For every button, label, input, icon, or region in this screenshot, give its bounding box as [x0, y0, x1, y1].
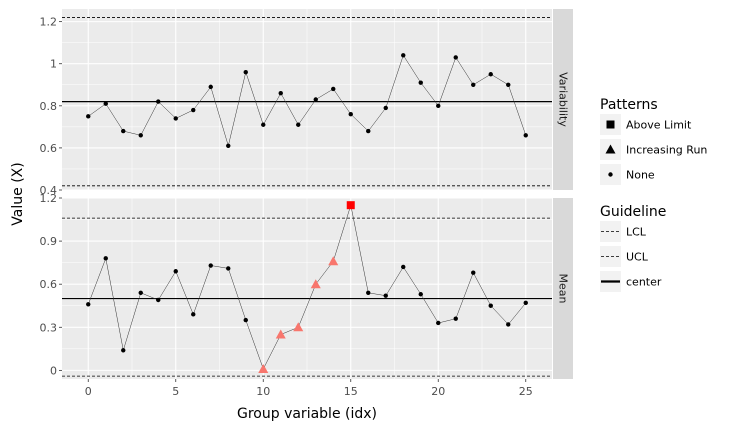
x-tick-label: 5 [172, 385, 179, 398]
data-point [138, 290, 143, 296]
data-point [156, 99, 161, 104]
data-point-increasing-run [328, 256, 339, 266]
y-axis-title: Value (X) [10, 162, 26, 225]
data-point [156, 297, 161, 303]
data-point [261, 122, 266, 127]
data-point [488, 303, 493, 308]
data-point [471, 82, 476, 87]
legend-label-guideline: UCL [626, 251, 649, 264]
data-point [436, 103, 441, 109]
y-tick-label: 0.4 [40, 184, 58, 197]
x-tick-label: 15 [344, 385, 358, 398]
x-axis-title: Group variable (idx) [237, 406, 377, 422]
x-tick-label: 20 [431, 385, 445, 398]
data-point [383, 293, 388, 298]
data-point-above-limit [346, 201, 355, 210]
series-line [88, 205, 526, 370]
y-tick-label: 0.9 [40, 235, 58, 248]
facet-strip-label: Mean [557, 274, 570, 304]
x-tick-label: 25 [519, 385, 533, 398]
data-point-increasing-run [258, 363, 269, 373]
legend-square-icon [606, 120, 615, 129]
legend-title-patterns: Patterns [600, 97, 658, 113]
data-point [226, 143, 231, 149]
facet-strip [553, 198, 573, 379]
y-tick-label: 0.3 [40, 321, 58, 334]
data-point [436, 320, 441, 326]
data-point [488, 72, 493, 77]
legend-triangle-icon [605, 144, 616, 154]
data-point [331, 86, 336, 92]
legend-label-pattern: None [626, 169, 655, 182]
data-point [296, 122, 301, 127]
legend-dot-icon [608, 172, 613, 177]
y-tick-label: 0 [50, 364, 57, 377]
data-point [401, 53, 406, 58]
data-point [453, 316, 458, 321]
data-point [278, 90, 283, 96]
data-point [103, 101, 108, 106]
data-point [471, 270, 476, 275]
data-point [523, 300, 528, 306]
data-point [191, 312, 196, 317]
data-point [366, 290, 371, 296]
data-point [191, 107, 196, 113]
data-point [523, 133, 528, 138]
data-point [103, 256, 108, 261]
data-point [418, 80, 423, 85]
legend-label-pattern: Increasing Run [626, 144, 707, 157]
data-point [208, 84, 213, 90]
y-tick-label: 0.8 [40, 100, 58, 113]
data-point-increasing-run [293, 322, 304, 332]
y-tick-label: 0.6 [40, 142, 58, 155]
data-point [173, 269, 178, 274]
data-point [226, 266, 231, 271]
x-tick-label: 0 [85, 385, 92, 398]
legend-key [600, 221, 621, 242]
y-tick-label: 1 [50, 58, 57, 71]
data-point [506, 322, 511, 327]
legend-title-guideline: Guideline [600, 204, 666, 220]
series-line [88, 54, 527, 147]
data-point [121, 348, 126, 353]
facet-strip-label: Variability [557, 72, 570, 127]
data-point [401, 264, 406, 270]
data-point [366, 128, 371, 134]
facet-strip [553, 9, 573, 190]
data-point [243, 317, 248, 323]
data-point [313, 97, 318, 102]
y-tick-label: 0.6 [40, 278, 58, 291]
data-point [453, 55, 458, 60]
data-point [418, 292, 423, 297]
data-point [121, 128, 126, 134]
data-point [506, 82, 511, 87]
legend-label-guideline: center [626, 276, 662, 289]
data-point-increasing-run [275, 329, 286, 339]
y-tick-label: 1.2 [40, 16, 58, 29]
data-point [383, 105, 388, 111]
data-point [348, 112, 353, 117]
legend-label-guideline: LCL [626, 226, 647, 239]
data-point [208, 263, 213, 268]
data-point-increasing-run [310, 279, 321, 289]
legend-key [600, 246, 621, 267]
x-tick-label: 10 [256, 385, 270, 398]
legend-label-pattern: Above Limit [626, 119, 692, 132]
data-point [173, 116, 178, 121]
data-point [86, 302, 91, 307]
data-point [243, 69, 248, 75]
data-point [138, 133, 143, 138]
data-point [86, 114, 91, 119]
y-tick-label: 1.2 [40, 192, 58, 205]
